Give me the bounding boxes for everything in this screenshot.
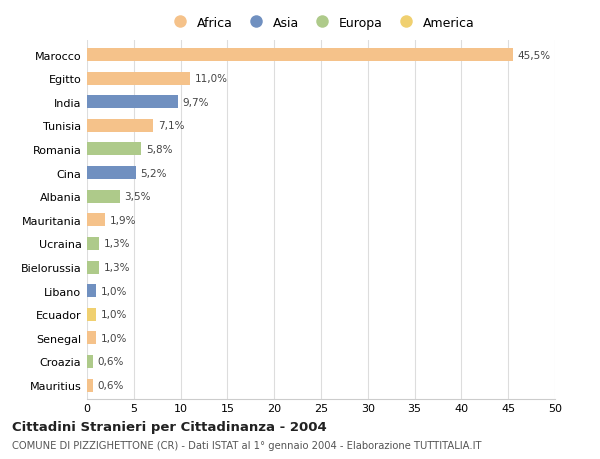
Bar	[87, 285, 97, 297]
Text: 3,5%: 3,5%	[124, 192, 151, 202]
Bar	[87, 167, 136, 179]
Text: 1,9%: 1,9%	[109, 215, 136, 225]
Text: 7,1%: 7,1%	[158, 121, 185, 131]
Bar	[87, 308, 97, 321]
Text: COMUNE DI PIZZIGHETTONE (CR) - Dati ISTAT al 1° gennaio 2004 - Elaborazione TUTT: COMUNE DI PIZZIGHETTONE (CR) - Dati ISTA…	[12, 440, 482, 450]
Text: 0,6%: 0,6%	[97, 357, 124, 367]
Bar	[87, 49, 513, 62]
Text: 45,5%: 45,5%	[518, 50, 551, 61]
Text: 9,7%: 9,7%	[182, 98, 209, 107]
Bar	[87, 120, 154, 133]
Text: 5,2%: 5,2%	[140, 168, 167, 178]
Bar	[87, 237, 99, 250]
Text: 1,0%: 1,0%	[101, 286, 127, 296]
Bar	[87, 214, 105, 227]
Legend: Africa, Asia, Europa, America: Africa, Asia, Europa, America	[162, 12, 480, 35]
Bar	[87, 143, 141, 156]
Text: 1,0%: 1,0%	[101, 309, 127, 319]
Bar	[87, 96, 178, 109]
Text: 0,6%: 0,6%	[97, 380, 124, 390]
Text: 11,0%: 11,0%	[194, 74, 227, 84]
Bar	[87, 355, 92, 368]
Text: 1,3%: 1,3%	[104, 263, 130, 273]
Text: 5,8%: 5,8%	[146, 145, 172, 155]
Text: Cittadini Stranieri per Cittadinanza - 2004: Cittadini Stranieri per Cittadinanza - 2…	[12, 420, 327, 433]
Bar	[87, 379, 92, 392]
Bar	[87, 190, 120, 203]
Text: 1,0%: 1,0%	[101, 333, 127, 343]
Bar	[87, 73, 190, 85]
Bar	[87, 261, 99, 274]
Bar	[87, 331, 97, 345]
Text: 1,3%: 1,3%	[104, 239, 130, 249]
